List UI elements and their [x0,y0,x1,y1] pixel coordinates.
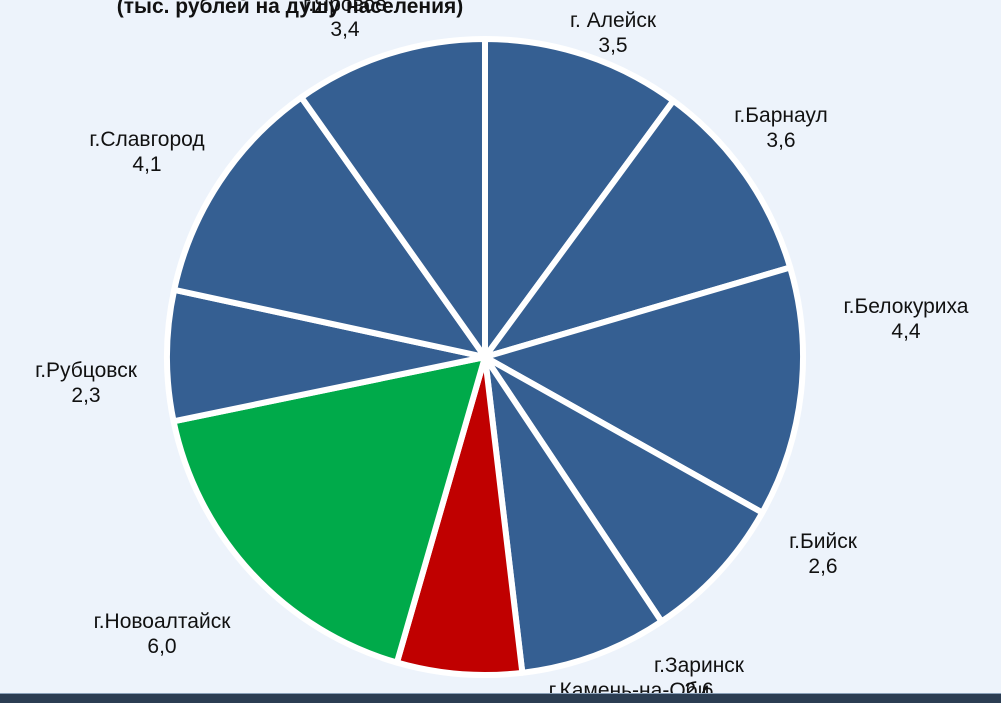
slice-value-label: 6,0 [147,635,176,658]
slice-value-label: 4,4 [891,320,921,343]
slice-value-label: 2,3 [71,384,100,407]
pie-slice [482,354,766,625]
pie-slice [482,97,794,360]
slice-category-label: г.Белокуриха [844,295,969,318]
slice-value-label: 3,5 [598,34,627,57]
slice-category-label: г.Заринск [654,654,745,677]
slice-value-label: 3,6 [766,129,795,152]
slice-category-label: г.Яровое [303,0,387,16]
chart-title: (тыс. рублей на душу населения) [117,0,464,18]
slice-value-label: 2,6 [808,555,837,578]
pie-slice [482,354,665,676]
slice-value-label: 3,4 [330,18,360,41]
pie-slices [164,36,806,678]
slice-category-label: г.Рубцовск [35,359,138,382]
slice-category-label: г.Бийск [789,530,858,553]
pie-slice [482,36,677,360]
slice-category-label: г.Барнаул [734,104,827,127]
pie-slice [482,264,806,516]
window-bottom-bar [0,693,1001,703]
pie-slice [170,354,488,666]
pie-slice [298,36,488,360]
slice-value-label: 4,1 [132,153,161,176]
slice-category-label: г.Новоалтайск [94,610,232,633]
slice-category-label: г.Славгород [89,128,204,151]
pie-slice [171,94,488,360]
slice-category-label: г. Алейск [570,9,657,32]
